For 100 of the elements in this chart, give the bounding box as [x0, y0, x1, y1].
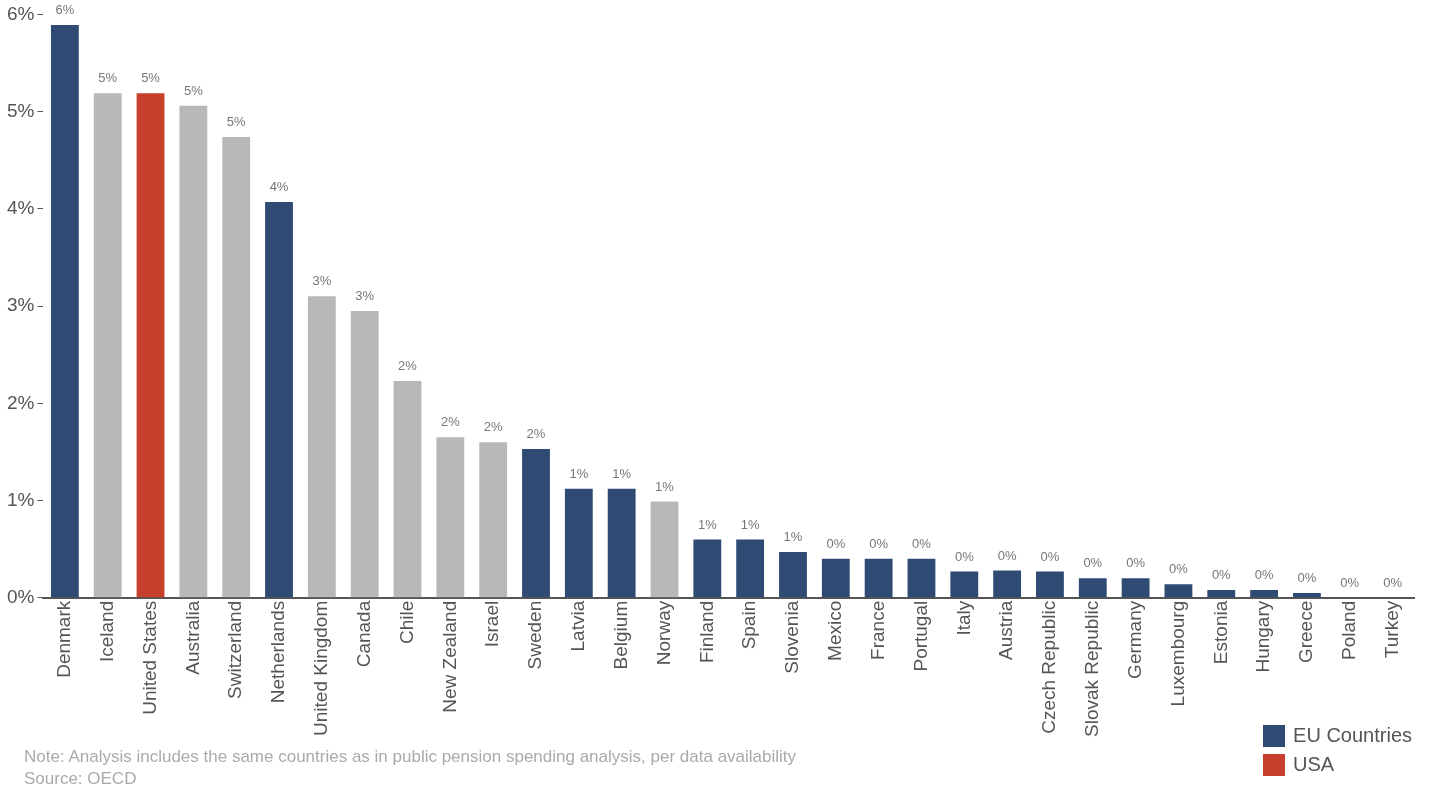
y-tick-label: 2%	[6, 391, 35, 413]
text: 0%	[1254, 567, 1274, 583]
bar	[1293, 592, 1321, 598]
x-tick-label: Italy	[952, 600, 974, 636]
x-tick-label: Poland	[1337, 600, 1359, 660]
text: 0%	[1340, 574, 1360, 590]
y-tick-label: 0%	[6, 586, 35, 607]
x-tick-label: Germany	[1123, 600, 1145, 679]
bar	[393, 380, 422, 598]
text: 4%	[269, 179, 289, 195]
text: 0%	[1040, 548, 1060, 564]
x-tick-label: Finland	[695, 600, 717, 664]
bar	[779, 552, 807, 598]
legend-label: USA	[1293, 753, 1335, 776]
x-tick-label: Latvia	[567, 600, 589, 652]
bar	[93, 93, 122, 598]
text: 2%	[483, 419, 503, 435]
text: 2%	[526, 426, 546, 442]
x-tick-label: Denmark	[53, 600, 75, 678]
x-tick-label: Belgium	[609, 600, 631, 670]
x-tick-label: Israel	[481, 600, 503, 648]
x-tick-label: Austria	[995, 600, 1017, 660]
bar	[907, 558, 936, 598]
text: 0%	[954, 548, 974, 564]
bar	[522, 449, 550, 598]
x-tick-label: Norway	[652, 600, 674, 666]
bar	[265, 202, 293, 598]
text: 5%	[141, 70, 160, 86]
y-tick-label: 4%	[6, 197, 35, 219]
x-tick-label: Australia	[181, 600, 203, 675]
text: 0%	[1126, 555, 1146, 571]
text: 3%	[312, 273, 332, 289]
text: 0%	[1383, 574, 1402, 590]
bar	[179, 105, 208, 598]
x-tick-label: Estonia	[1209, 600, 1231, 665]
text: 5%	[98, 70, 118, 86]
x-tick-label: New Zealand	[438, 600, 460, 713]
x-tick-label: Luxembourg	[1166, 600, 1188, 707]
bar	[564, 488, 593, 598]
x-tick-label: Canada	[352, 600, 374, 668]
bar	[1164, 584, 1193, 598]
bar	[650, 501, 679, 598]
bar	[950, 571, 979, 598]
y-tick-label: 3%	[6, 294, 35, 316]
bar	[1250, 589, 1279, 598]
x-tick-label: Sweden	[524, 600, 546, 670]
text: 2%	[398, 358, 417, 374]
x-tick-label: Hungary	[1252, 600, 1274, 673]
x-tick-label: Iceland	[95, 600, 117, 663]
y-tick-label: 6%	[6, 2, 35, 24]
text: 0%	[1169, 561, 1188, 577]
text: 1%	[697, 516, 717, 532]
x-tick-label: Switzerland	[224, 600, 246, 699]
x-tick-label: Greece	[1295, 600, 1317, 664]
text: Note: Analysis includes the same countries as in public pension spending analysis, per data availability	[24, 746, 797, 768]
bar	[1078, 578, 1107, 598]
y-tick-label: 5%	[6, 99, 35, 121]
x-tick-label: Portugal	[909, 600, 931, 672]
bar	[307, 296, 336, 598]
text: 0%	[1083, 555, 1103, 571]
bar	[693, 539, 722, 598]
text: 0%	[1211, 567, 1231, 583]
bar	[1207, 589, 1236, 598]
bar	[736, 539, 765, 598]
x-tick-label: Slovenia	[781, 600, 803, 674]
x-tick-label: United States	[138, 600, 160, 715]
bar	[479, 442, 508, 598]
bar	[993, 570, 1022, 598]
x-tick-label: Mexico	[824, 600, 846, 661]
text: 1%	[612, 465, 632, 481]
bar	[821, 558, 850, 598]
legend-label: EU Countries	[1293, 724, 1412, 747]
source-note: Source: OECD	[24, 768, 138, 786]
bar	[136, 93, 165, 598]
text: 5%	[183, 82, 203, 98]
text: 0%	[1297, 569, 1317, 585]
bar	[50, 25, 79, 598]
text: 0%	[912, 535, 931, 551]
y-tick-label: 1%	[6, 488, 35, 510]
x-tick-label: Turkey	[1380, 600, 1402, 659]
x-tick-label: Netherlands	[267, 600, 289, 704]
text: 1%	[655, 478, 674, 494]
text: 5%	[226, 113, 246, 129]
bar	[350, 310, 379, 598]
text: 1%	[569, 465, 589, 481]
text: 1%	[783, 529, 803, 545]
x-tick-label: United Kingdom	[310, 600, 332, 736]
x-tick-label: Slovak Republic	[1081, 600, 1103, 738]
text: 1%	[740, 516, 760, 532]
bar	[222, 136, 251, 598]
bar	[1121, 578, 1150, 598]
text: 3%	[355, 288, 375, 304]
text: 0%	[826, 535, 846, 551]
bar	[1036, 571, 1064, 598]
text: 6%	[55, 2, 75, 18]
x-tick-label: Chile	[395, 600, 417, 645]
text: 0%	[869, 535, 889, 551]
text: 0%	[997, 547, 1017, 563]
x-tick-label: Spain	[738, 600, 760, 650]
text: 2%	[440, 414, 460, 430]
